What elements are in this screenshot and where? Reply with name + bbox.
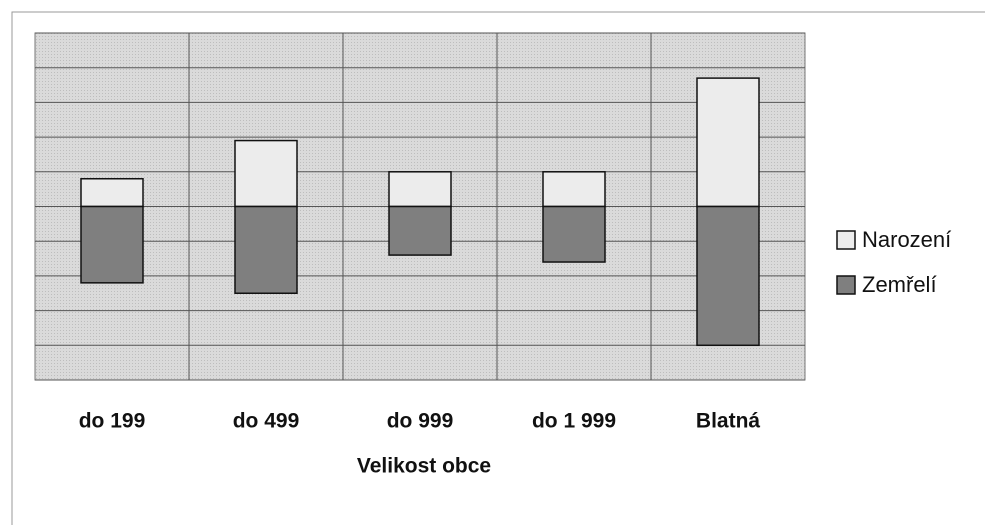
bar xyxy=(696,205,760,347)
chart-frame xyxy=(11,11,985,525)
bar xyxy=(80,177,144,208)
bar xyxy=(542,205,606,263)
x-tick-label: do 199 xyxy=(79,410,146,433)
legend-label: Narození xyxy=(862,227,951,252)
legend-swatch xyxy=(836,230,856,250)
x-tick-label: Blatná xyxy=(696,410,761,433)
x-tick-label: do 999 xyxy=(387,410,454,433)
bar xyxy=(234,205,298,294)
bar xyxy=(388,205,452,256)
legend-label: Zemřelí xyxy=(862,272,937,297)
legend-swatch xyxy=(836,275,856,295)
x-axis-label: Velikost obce xyxy=(357,455,491,478)
bar xyxy=(388,171,452,208)
x-tick-label: do 499 xyxy=(233,410,300,433)
x-tick-label: do 1 999 xyxy=(532,410,616,433)
bar xyxy=(234,139,298,208)
bar xyxy=(80,205,144,284)
bar xyxy=(542,171,606,208)
bar xyxy=(696,77,760,208)
